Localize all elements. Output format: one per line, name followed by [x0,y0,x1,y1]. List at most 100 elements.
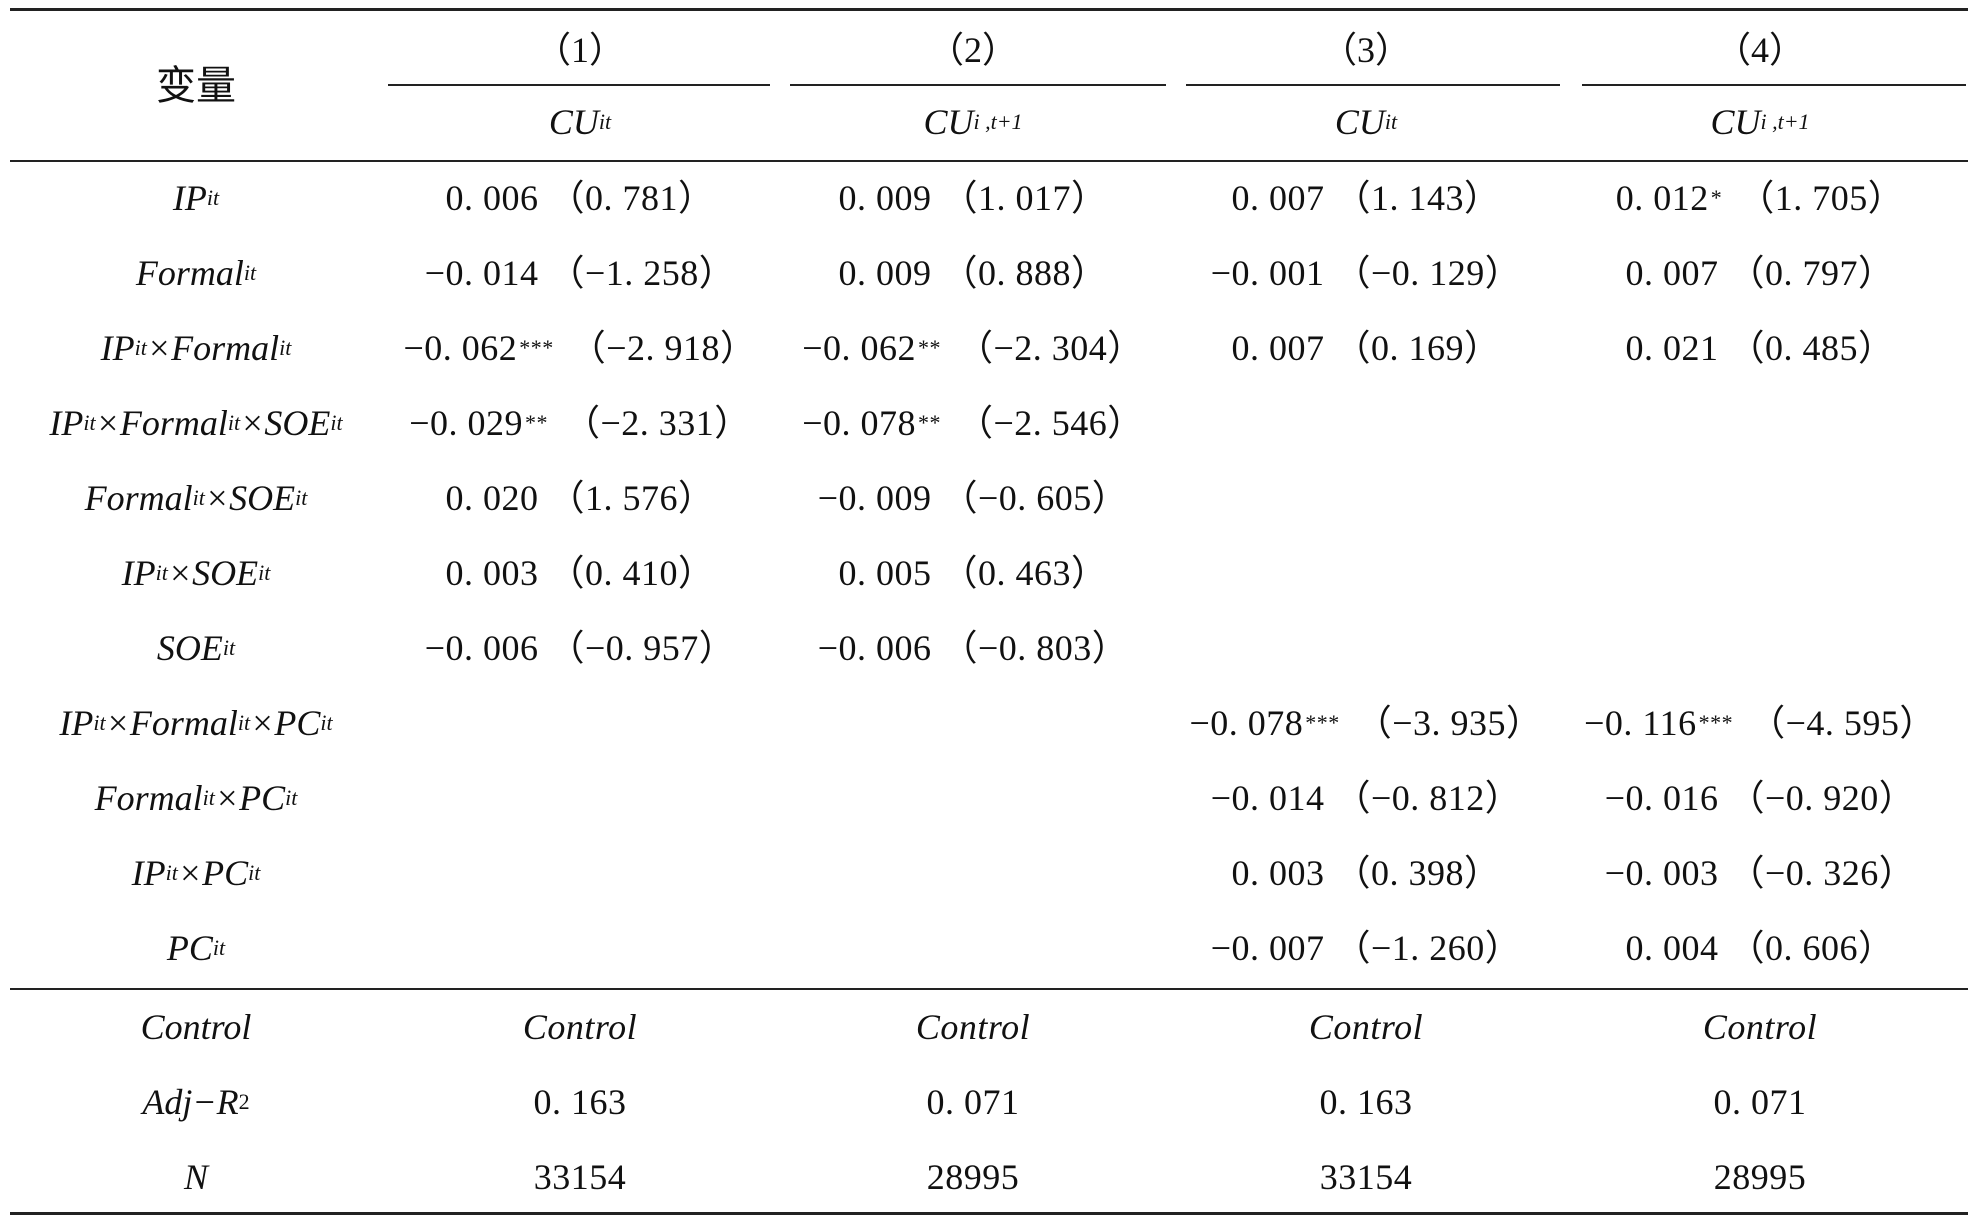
t-statistic: （−3. 935） [1355,703,1543,743]
coefficient-cell: −0. 014 （−1. 258） [380,245,780,301]
variable-term: IP [121,553,156,593]
t-statistic: （0. 169） [1334,328,1501,368]
variable-term: ×Formal [95,403,228,443]
footer-value: Control [1570,999,1950,1055]
coefficient-value: −0. 007 [1210,928,1325,968]
coefficient-cell: −0. 116 *** （−4. 595） [1584,703,1936,743]
coefficient-value: 0. 003 [445,553,539,593]
coefficient-value: 0. 007 [1231,328,1325,368]
coefficient-value: 0. 007 [1231,178,1325,218]
coefficient-value: −0. 078 [1189,703,1304,743]
variable-header: 变量 [26,56,366,116]
footer-value-text: 0. 071 [1713,1082,1807,1122]
t-statistic: （−0. 129） [1334,253,1522,293]
coefficient-value: −0. 009 [817,478,932,518]
coefficient-value: −0. 116 [1584,703,1697,743]
top-rule [10,8,1968,11]
row-variable: IP it ×Formal it ×PC it [59,703,333,743]
t-statistic: （−2. 304） [957,328,1144,368]
coefficient-cell: −0. 014 （−0. 812） [1166,770,1566,826]
coefficient-cell: −0. 029 ** （−2. 331） [409,403,751,443]
row-variable: IP it ×Formal it ×SOE it [49,403,343,443]
coefficient-cell: 0. 021 （0. 485） [1560,320,1960,376]
coefficient-value: −0. 062 [802,328,916,368]
header-bottom-rule [10,160,1968,162]
footer-value: 0. 071 [783,1074,1163,1130]
column-number-label: （2） [927,30,1018,70]
dependent-variable-name: CU [1334,102,1385,142]
dependent-variable-name: CU [1710,102,1761,142]
column-underline-3 [1186,84,1560,86]
column-underline-2 [790,84,1166,86]
footer-value-text: Control [1702,1007,1818,1047]
coefficient-value: −0. 078 [802,403,916,443]
coefficient-value: 0. 009 [838,253,932,293]
coefficient-value: 0. 020 [445,478,539,518]
footer-value: 33154 [1176,1149,1556,1205]
row-variable: SOE it [156,628,236,668]
row-variable: IP it [172,178,220,218]
t-statistic: （−0. 803） [941,628,1129,668]
t-statistic: （0. 888） [941,253,1108,293]
coefficient-value: 0. 012 [1615,178,1709,218]
coefficient-value: 0. 004 [1625,928,1719,968]
coefficient-value: −0. 006 [424,628,539,668]
coefficient-value: −0. 001 [1210,253,1325,293]
variable-term: IP [59,703,94,743]
coefficient-cell: −0. 006 （−0. 957） [380,620,780,676]
variable-term: ×SOE [240,403,331,443]
coefficient-value: −0. 062 [403,328,518,368]
t-statistic: （−4. 595） [1749,703,1936,743]
footer-label: Adj−R 2 [142,1082,250,1122]
footer-value: 28995 [783,1149,1163,1205]
column-number-1: （1） [390,25,770,75]
column-number-4: （4） [1570,25,1950,75]
t-statistic: （0. 463） [941,553,1108,593]
footer-label-text: Adj−R [142,1082,239,1122]
dependent-variable-1: CU it [548,102,612,142]
coefficient-cell: 0. 009 （1. 017） [773,170,1173,226]
t-statistic: （1. 017） [941,178,1108,218]
t-statistic: （−0. 326） [1728,853,1916,893]
column-number-2: （2） [783,25,1163,75]
footer-value-text: Control [915,1007,1031,1047]
t-statistic: （−0. 957） [548,628,736,668]
t-statistic: （0. 606） [1728,928,1895,968]
t-statistic: （−1. 260） [1334,928,1522,968]
coefficient-cell: 0. 007 （0. 797） [1560,245,1960,301]
coefficient-cell: 0. 005 （0. 463） [773,545,1173,601]
footer-value-text: Control [522,1007,638,1047]
column-number-label: （4） [1714,30,1805,70]
coefficient-cell: −0. 016 （−0. 920） [1560,770,1960,826]
row-variable: Formal it ×SOE it [84,478,308,518]
variable-term: IP [131,853,166,893]
t-statistic: （0. 410） [548,553,715,593]
coefficient-cell: 0. 003 （0. 398） [1166,845,1566,901]
column-underline-4 [1582,84,1966,86]
column-number-3: （3） [1176,25,1556,75]
variable-term: Formal [135,253,244,293]
footer-value-text: 33154 [533,1157,627,1197]
coefficient-value: 0. 003 [1231,853,1325,893]
coefficient-cell: −0. 062 *** （−2. 918） [403,328,757,368]
variable-term: IP [100,328,135,368]
coefficient-cell: −0. 001 （−0. 129） [1166,245,1566,301]
row-variable: Formal it ×PC it [94,778,298,818]
coefficient-cell: 0. 007 （1. 143） [1166,170,1566,226]
t-statistic: （0. 781） [548,178,715,218]
variable-term: ×PC [177,853,249,893]
row-variable: IP it ×PC it [131,853,261,893]
variable-header-label: 变量 [156,63,236,108]
footer-value-text: 0. 163 [533,1082,627,1122]
coefficient-cell: 0. 009 （0. 888） [773,245,1173,301]
coefficient-value: −0. 003 [1604,853,1719,893]
t-statistic: （1. 143） [1334,178,1501,218]
footer-label-text: N [183,1157,208,1197]
variable-term: IP [172,178,207,218]
t-statistic: （1. 705） [1738,178,1905,218]
coefficient-cell: −0. 078 ** （−2. 546） [802,403,1144,443]
footer-value: Control [783,999,1163,1055]
t-statistic: （−2. 331） [564,403,751,443]
variable-term: ×Formal [105,703,238,743]
footer-value-text: 0. 163 [1319,1082,1413,1122]
